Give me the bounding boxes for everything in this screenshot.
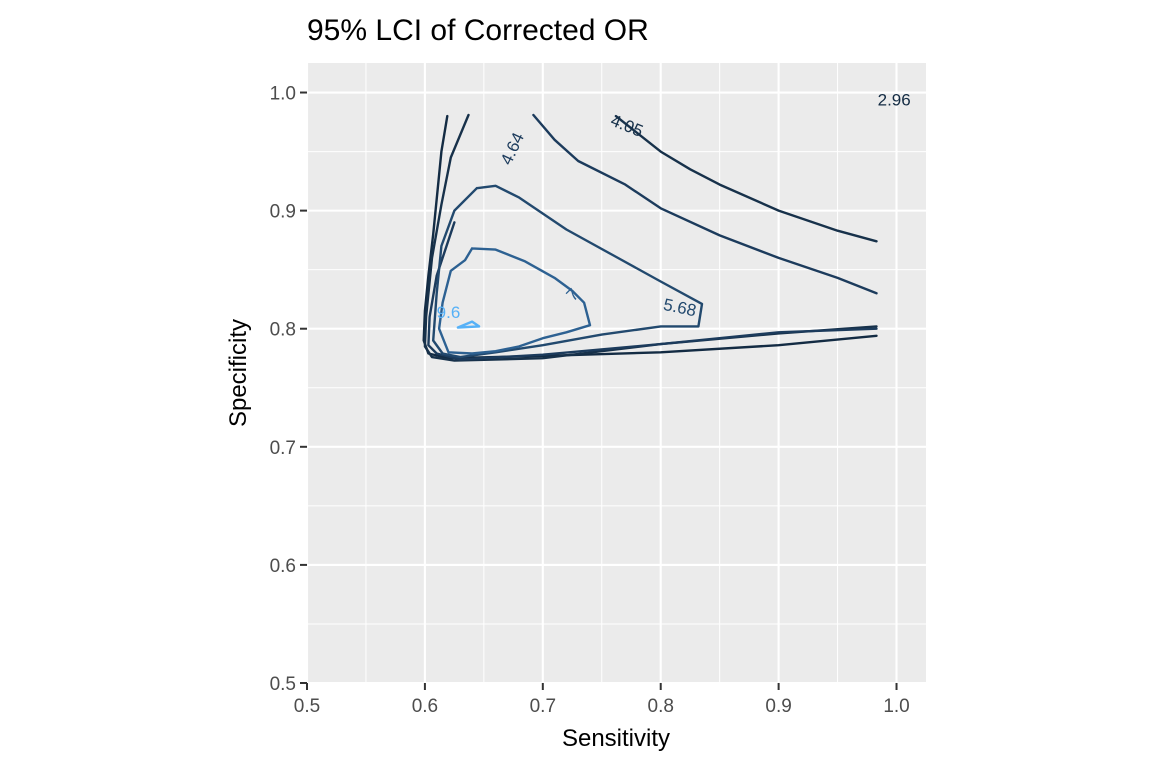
y-axis-title: Specificity xyxy=(225,319,252,427)
y-axis: 0.5 0.6 0.7 0.8 0.9 1.0 xyxy=(270,84,307,695)
x-axis-title: Sensitivity xyxy=(562,725,670,752)
plot-panel xyxy=(307,63,926,683)
x-tick-label: 0.8 xyxy=(648,696,674,717)
contour-lines xyxy=(422,113,878,362)
contour-line-4.05 xyxy=(614,114,878,243)
x-axis: 0.5 0.6 0.7 0.8 0.9 1.0 xyxy=(294,683,910,717)
x-tick-label: 0.6 xyxy=(412,696,438,717)
minor-gridlines xyxy=(307,63,926,683)
x-tick-label: 0.5 xyxy=(294,696,320,717)
contour-line-7 xyxy=(437,247,592,355)
contour-line-4.64 xyxy=(532,113,878,295)
y-tick-label: 0.8 xyxy=(270,320,296,341)
y-tick-label: 0.7 xyxy=(270,438,296,459)
contour-label-2.96: 2.96 xyxy=(878,90,911,109)
contour-line-4.64 xyxy=(427,221,878,361)
y-tick-label: 0.6 xyxy=(270,556,296,577)
contour-line-2.96 xyxy=(422,114,878,360)
x-tick-label: 0.9 xyxy=(765,696,791,717)
y-tick-label: 0.5 xyxy=(270,674,296,695)
plot-title: 95% LCI of Corrected OR xyxy=(307,14,649,47)
contour-line-5.68 xyxy=(432,184,704,359)
x-tick-label: 0.7 xyxy=(530,696,556,717)
x-tick-label: 1.0 xyxy=(883,696,909,717)
contour-line-9.6 xyxy=(456,320,481,329)
y-tick-label: 1.0 xyxy=(270,84,296,105)
major-gridlines xyxy=(305,63,926,685)
contour-label-9.6: 9.6 xyxy=(437,303,461,322)
y-tick-label: 0.9 xyxy=(270,202,296,223)
